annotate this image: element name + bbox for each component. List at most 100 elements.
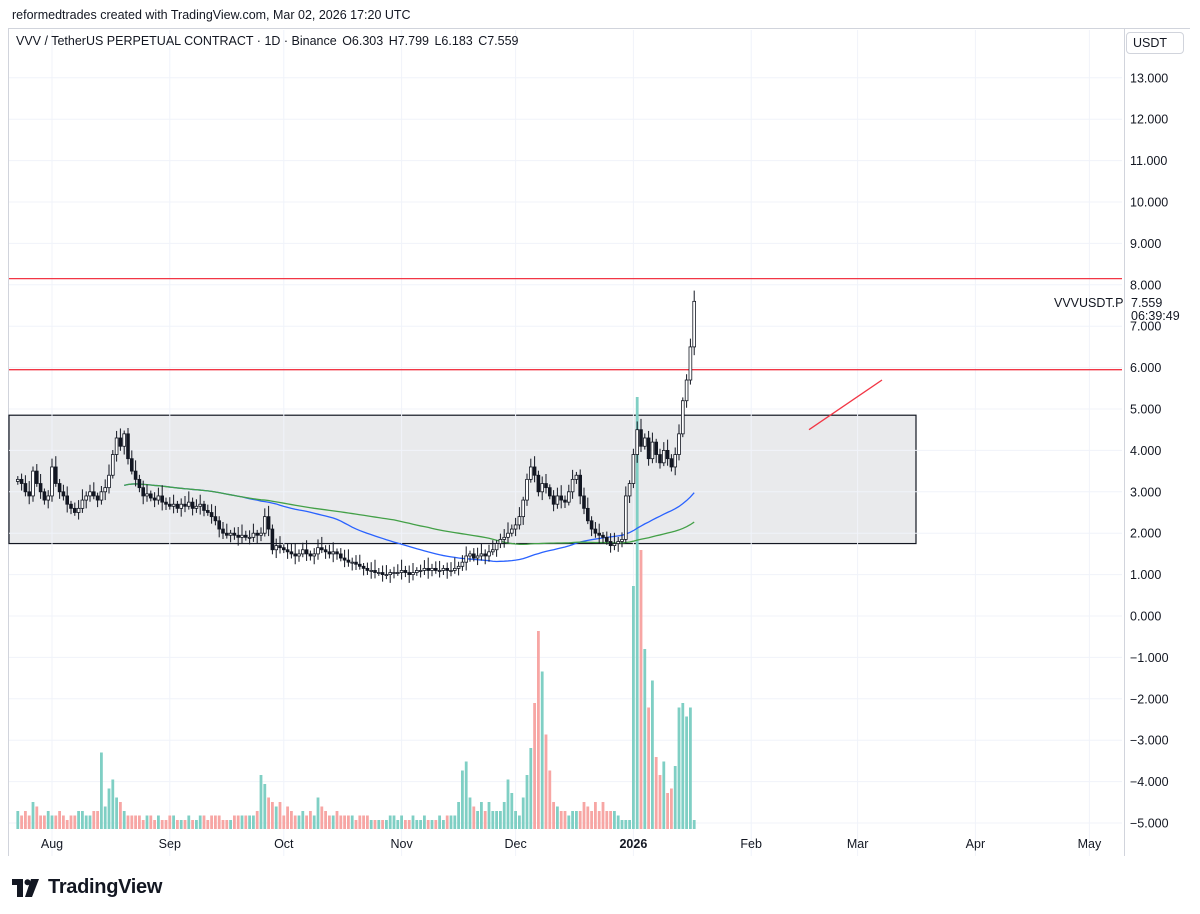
candle	[376, 567, 381, 576]
volume-bar	[179, 820, 183, 829]
candle	[392, 566, 396, 579]
candle-body	[194, 505, 199, 509]
candle-body	[677, 433, 681, 455]
candle-body	[662, 449, 666, 464]
candle	[658, 448, 662, 469]
candle	[289, 543, 294, 559]
volume-bar	[214, 815, 217, 829]
candle	[76, 500, 81, 520]
candle	[544, 473, 548, 494]
volume-bar	[518, 815, 521, 829]
candle-body	[335, 551, 339, 555]
volume-bar	[369, 820, 373, 829]
candle-body	[137, 478, 142, 489]
candle	[262, 508, 267, 537]
candle	[662, 442, 666, 467]
candle-body	[589, 520, 594, 530]
x-tick-label: May	[1078, 837, 1102, 851]
volume-bar	[430, 820, 434, 829]
candle	[350, 557, 354, 571]
volume-bar	[103, 806, 107, 829]
volume-bar	[31, 802, 35, 829]
candle-body	[365, 567, 370, 571]
candle	[331, 542, 335, 563]
candle-body	[293, 553, 297, 557]
volume-bar	[567, 815, 571, 829]
volume-bar	[464, 761, 468, 829]
candle	[506, 522, 510, 544]
volume-bar	[172, 815, 175, 829]
candle-body	[399, 570, 404, 573]
candle	[92, 482, 96, 500]
volume-bar	[381, 820, 384, 829]
candle-body	[65, 495, 70, 505]
candle-body	[601, 534, 605, 538]
candle-body	[430, 567, 434, 571]
volume-bar	[483, 811, 487, 829]
candle	[236, 526, 241, 546]
candle-body	[620, 539, 624, 542]
volume-bar	[639, 550, 643, 829]
candle	[232, 527, 237, 540]
candle	[65, 486, 70, 513]
candle-body	[384, 574, 389, 576]
volume-bar	[164, 820, 168, 829]
candle-body	[639, 429, 643, 447]
volume-bar	[651, 680, 654, 829]
volume-bar	[525, 775, 529, 829]
breakout-trendline	[808, 379, 883, 431]
candle	[422, 560, 427, 576]
candle-body	[673, 454, 677, 468]
volume-bar	[616, 815, 620, 829]
y-tick-label: 4.000	[1130, 444, 1161, 458]
candle	[369, 562, 373, 579]
volume-bar	[255, 811, 259, 829]
volume-bar	[229, 820, 232, 829]
volume-bar	[316, 797, 320, 829]
candle-body	[122, 433, 127, 447]
volume-bar	[487, 802, 491, 829]
candle	[631, 448, 636, 489]
candle	[342, 549, 347, 568]
price-scale[interactable]	[1124, 28, 1190, 856]
candle	[156, 487, 161, 505]
volume-bar	[84, 815, 88, 829]
candle	[643, 433, 647, 450]
candle	[228, 529, 233, 543]
candle	[354, 555, 358, 571]
volume-bar	[43, 815, 46, 829]
candle	[15, 476, 20, 485]
candle-body	[544, 483, 548, 489]
candle	[111, 449, 115, 479]
candle-body	[278, 545, 282, 549]
volume-bar	[39, 815, 42, 829]
volume-bar	[122, 811, 126, 829]
volume-bar	[423, 815, 426, 829]
volume-bar	[252, 815, 255, 829]
volume-bar	[666, 793, 669, 829]
candle	[574, 471, 579, 484]
candle-body	[494, 543, 499, 551]
volume-bar	[685, 716, 688, 829]
candle-body	[73, 507, 77, 513]
volume-bar	[426, 820, 430, 829]
candle	[502, 529, 506, 548]
candle-body	[27, 491, 31, 497]
currency-button[interactable]: USDT	[1126, 32, 1184, 54]
volume-bar	[445, 815, 449, 829]
x-tick-label: Dec	[504, 837, 526, 851]
candle-body	[38, 483, 43, 493]
volume-bar	[632, 586, 635, 829]
candle-body	[156, 495, 161, 501]
volume-bar	[225, 820, 229, 829]
candle-body	[574, 474, 579, 480]
volume-bar	[689, 707, 692, 829]
volume-bar	[305, 815, 308, 829]
candle-body	[107, 474, 111, 489]
candle-body	[50, 466, 54, 497]
candle-body	[289, 551, 294, 555]
volume-bar	[499, 811, 502, 829]
candle-body	[627, 483, 632, 497]
candle	[255, 529, 260, 544]
